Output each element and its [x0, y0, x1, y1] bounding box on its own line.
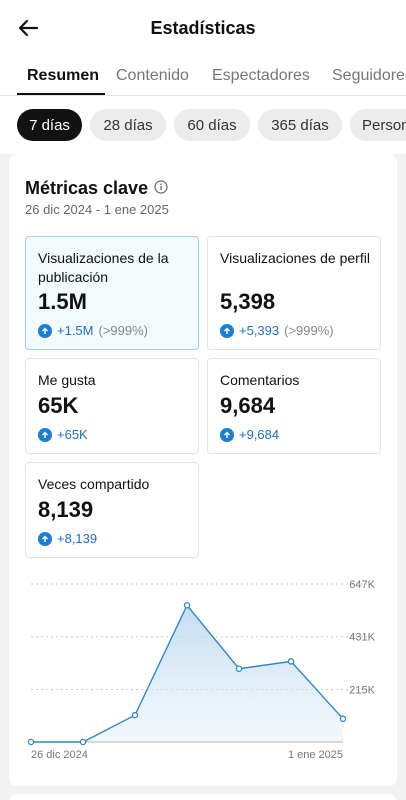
metric-delta-value: +1.5M — [57, 323, 94, 338]
metric-post-views[interactable]: Visualizaciones de la publicación 1.5M +… — [25, 236, 199, 350]
data-point — [27, 738, 35, 746]
period-selector: 7 días 28 días 60 días 365 días Personal… — [0, 96, 406, 154]
metric-delta: +65K — [38, 427, 88, 442]
arrow-up-icon — [38, 531, 52, 546]
period-custom[interactable]: Personalizado — [350, 109, 406, 141]
arrow-up-icon — [38, 427, 52, 442]
metric-label: Visualizaciones de perfil — [220, 250, 370, 266]
metric-delta-value: +5,393 — [239, 323, 280, 338]
metric-label: Veces compartido — [38, 476, 150, 492]
y-tick-label: 431K — [349, 632, 375, 644]
metric-comments[interactable]: Comentarios 9,684 +9,684 — [207, 358, 381, 454]
metric-value: 5,398 — [220, 289, 276, 314]
area-fill — [31, 605, 343, 742]
metric-shares[interactable]: Veces compartido 8,139 +8,139 — [25, 462, 199, 558]
metric-label: Visualizaciones de la publicación — [38, 250, 169, 285]
metric-delta: +9,684 — [220, 427, 279, 442]
metric-value: 8,139 — [38, 497, 94, 522]
metric-delta-percent: (>999%) — [98, 323, 149, 338]
metric-value: 9,684 — [220, 393, 276, 418]
data-point — [287, 658, 295, 665]
tab-seguidores[interactable]: Seguidores — [332, 67, 406, 84]
metric-label: Me gusta — [38, 372, 96, 388]
period-365-days[interactable]: 365 días — [258, 109, 342, 141]
date-range: 26 dic 2024 - 1 ene 2025 — [25, 202, 169, 217]
metric-delta: +1.5M (>999%) — [38, 323, 148, 338]
arrow-up-icon — [220, 323, 234, 338]
tab-bar: Resumen Contenido Espectadores Seguidore… — [0, 56, 406, 96]
card-title: Métricas clave — [25, 178, 149, 198]
data-point — [183, 601, 191, 609]
period-7-days[interactable]: 7 días — [17, 109, 82, 141]
y-tick-label: 215K — [349, 684, 375, 696]
top-bar: Estadísticas — [0, 0, 406, 56]
arrow-up-icon — [220, 427, 234, 442]
metric-label: Comentarios — [220, 372, 300, 388]
metric-delta-value: +9,684 — [239, 427, 280, 442]
metric-value: 65K — [38, 393, 79, 418]
tab-resumen[interactable]: Resumen — [27, 67, 100, 84]
arrow-up-icon — [38, 323, 52, 338]
metric-delta-value: +8,139 — [57, 531, 98, 546]
data-point — [131, 711, 139, 719]
metric-delta-percent: (>999%) — [284, 323, 334, 338]
data-point — [339, 715, 347, 723]
views-area-chart: 647K 431K 215K 26 dic 2024 1 ene 2025 — [27, 579, 376, 761]
metric-delta: +8,139 — [38, 531, 97, 546]
key-metrics-card: Métricas clave 26 dic 2024 - 1 ene 2025 … — [9, 154, 397, 786]
y-tick-label: 647K — [349, 579, 375, 591]
metric-value: 1.5M — [38, 289, 87, 314]
x-tick-label: 1 ene 2025 — [288, 749, 343, 761]
metric-delta: +5,393 (>999%) — [220, 323, 334, 338]
info-icon[interactable] — [154, 180, 168, 199]
tab-contenido[interactable]: Contenido — [116, 67, 189, 84]
back-arrow-icon[interactable] — [12, 12, 44, 44]
metric-delta-value: +65K — [57, 427, 88, 442]
x-tick-label: 26 dic 2024 — [31, 749, 88, 761]
active-tab-indicator — [17, 93, 105, 95]
next-card-edge — [9, 794, 397, 800]
period-28-days[interactable]: 28 días — [90, 109, 166, 141]
data-point — [235, 665, 243, 672]
data-point — [79, 738, 87, 746]
page-title: Estadísticas — [150, 18, 256, 38]
metric-profile-views[interactable]: Visualizaciones de perfil 5,398 +5,393 (… — [207, 236, 381, 350]
metric-likes[interactable]: Me gusta 65K +65K — [25, 358, 199, 454]
tab-espectadores[interactable]: Espectadores — [212, 67, 310, 84]
period-60-days[interactable]: 60 días — [174, 109, 250, 141]
